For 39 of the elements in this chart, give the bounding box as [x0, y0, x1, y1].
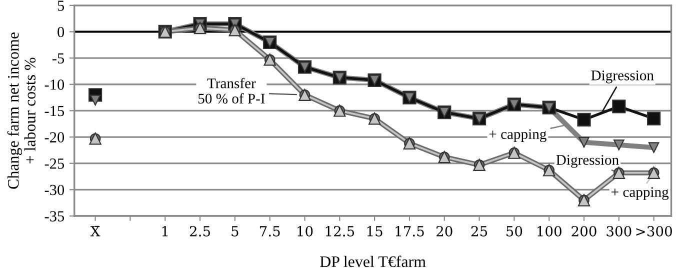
legend-label: + capping — [612, 187, 669, 200]
x-tick-label: 7.5 — [260, 226, 280, 236]
y-axis-title: Change farm net income + labour costs % — [7, 32, 36, 189]
x-tick-label: 25 — [471, 226, 488, 236]
x-tick-label: X̄ — [90, 226, 100, 236]
point — [613, 140, 624, 150]
legend-label: + capping — [489, 129, 546, 142]
y-tick-label: 5 — [58, 0, 64, 11]
series-label: Digression — [591, 70, 654, 84]
y-tick-label: -5 — [52, 53, 64, 64]
y-tick-label: -20 — [44, 132, 64, 142]
annotation: Transfer 50 % of P-I — [198, 78, 265, 104]
x-tick-label: 15 — [367, 226, 382, 236]
y-tick-label: 0 — [58, 26, 64, 38]
point — [612, 100, 626, 114]
point — [577, 112, 591, 126]
x-tick-label: 300 — [606, 226, 632, 236]
x-tick-label: 50 — [506, 226, 522, 236]
x-tick-label: 12.5 — [326, 226, 354, 236]
x-tick-label: 5 — [232, 226, 238, 236]
point — [647, 112, 661, 126]
y-tick-label: -30 — [44, 184, 64, 196]
y-tick-label: -15 — [44, 106, 64, 116]
x-axis-title: DP level T€farm — [320, 256, 426, 268]
y-tick-label: -35 — [44, 211, 64, 222]
y-tick-label: -10 — [44, 80, 64, 90]
x-tick-label: >300 — [636, 226, 672, 236]
point — [90, 94, 101, 106]
point — [578, 136, 590, 148]
y-tick-label: -25 — [44, 158, 64, 169]
x-tick-label: 10 — [298, 226, 313, 236]
point — [648, 142, 660, 153]
x-tick-label: 1 — [162, 226, 168, 236]
x-tick-label: 20 — [436, 226, 452, 236]
x-tick-label: 100 — [538, 226, 562, 236]
x-tick-label: 17.5 — [396, 226, 424, 236]
x-tick-label: 2.5 — [190, 226, 210, 236]
series-label: Digression — [556, 155, 619, 168]
x-tick-label: 200 — [572, 226, 596, 236]
